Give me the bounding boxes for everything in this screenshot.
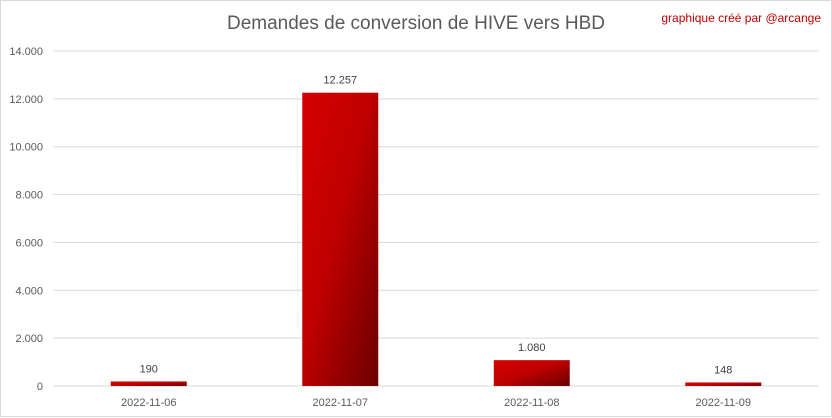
bar [685, 382, 762, 386]
y-tick-label: 4.000 [15, 285, 43, 297]
data-label: 12.257 [323, 75, 357, 87]
bar [493, 360, 570, 386]
bar [302, 92, 379, 387]
y-tick-label: 0 [37, 381, 43, 393]
x-tick-label: 2022-11-08 [504, 397, 559, 409]
y-tick-label: 2.000 [15, 333, 43, 345]
y-tick-label: 6.000 [15, 237, 43, 249]
x-tick-label: 2022-11-06 [121, 397, 176, 409]
x-tick-label: 2022-11-09 [696, 397, 751, 409]
y-tick-label: 8.000 [15, 190, 43, 202]
chart-credit: graphique créé par @arcange [661, 11, 821, 25]
x-tick-label: 2022-11-07 [313, 397, 368, 409]
y-tick-label: 10.000 [9, 142, 43, 154]
y-tick-label: 14.000 [9, 46, 43, 58]
data-label: 190 [140, 363, 158, 375]
bar [110, 381, 187, 386]
y-tick-label: 12.000 [9, 94, 43, 106]
data-label: 148 [714, 364, 732, 376]
chart-title: Demandes de conversion de HIVE vers HBD [226, 13, 606, 34]
data-label: 1.080 [518, 342, 546, 354]
